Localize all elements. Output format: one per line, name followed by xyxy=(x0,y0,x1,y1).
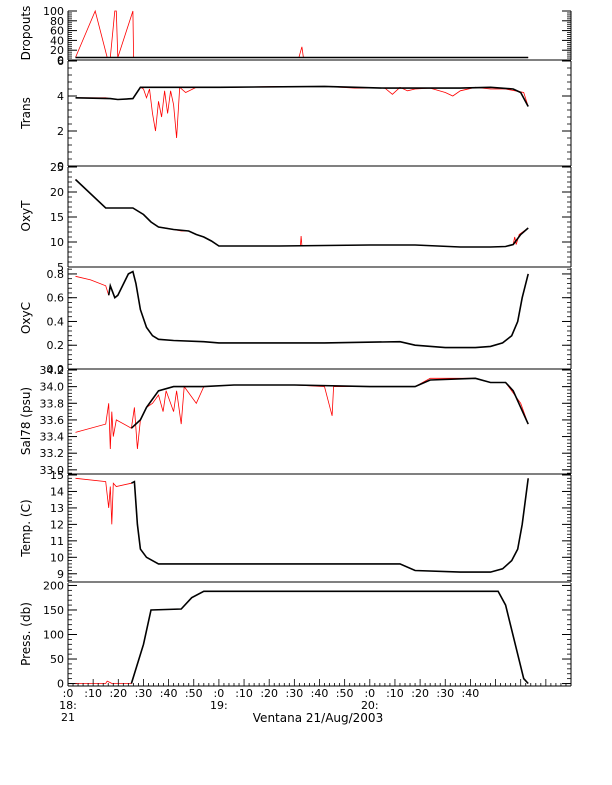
processed-series-line xyxy=(131,478,529,573)
processed-series-line xyxy=(74,178,529,248)
y-axis-title: Press. (db) xyxy=(19,602,33,666)
y-tick-label: 33.4 xyxy=(40,431,65,444)
y-axis-title: Sal78 (psu) xyxy=(19,387,33,455)
y-tick-label: 33.0 xyxy=(40,464,65,477)
x-tick-label: :50 xyxy=(185,687,203,700)
y-tick-label: 10 xyxy=(50,236,64,249)
chart-panel-3: 5 10 15 20 25 OxyT xyxy=(19,161,572,274)
x-tick-label: :40 xyxy=(160,687,178,700)
x-tick-label: :10 xyxy=(386,687,404,700)
y-axis-title: Dropouts xyxy=(19,6,33,61)
x-tick-sublabel: 19: xyxy=(210,699,228,712)
x-tick-sublabel: 21 xyxy=(61,711,75,724)
processed-series-line xyxy=(75,85,529,107)
x-tick-label: :30 xyxy=(436,687,454,700)
raw-series-line xyxy=(75,590,529,684)
raw-series-line xyxy=(75,179,529,248)
y-axis-title: Trans xyxy=(19,97,33,130)
y-tick-label: 0.8 xyxy=(47,268,65,281)
y-tick-label: 100 xyxy=(43,629,64,642)
y-tick-label: 0.4 xyxy=(47,315,65,328)
y-tick-label: 0.2 xyxy=(47,339,65,352)
x-tick-label: :10 xyxy=(235,687,253,700)
y-tick-label: 25 xyxy=(50,161,64,174)
x-tick-label: :30 xyxy=(286,687,304,700)
y-tick-label: 0 xyxy=(57,54,64,67)
x-tick-label: :30 xyxy=(135,687,153,700)
y-tick-label: 5 xyxy=(57,261,64,274)
chart-panel-7: 0 50 100 150 200 Press. (db) xyxy=(19,579,572,691)
chart-panel-5: 33.0 33.2 33.4 33.6 33.8 34.0 34.2 Sal78 (psu) xyxy=(19,364,572,477)
y-tick-label: 150 xyxy=(43,604,64,617)
x-tick-label: :40 xyxy=(311,687,329,700)
y-tick-label: 33.6 xyxy=(40,414,65,427)
x-tick-label: :0 xyxy=(63,687,74,700)
y-tick-label: 11 xyxy=(50,535,64,548)
raw-series-line xyxy=(75,477,529,573)
chart-panel-2: 0 2 4 6 Trans xyxy=(19,55,572,173)
y-tick-label: 33.2 xyxy=(40,447,65,460)
y-tick-label: 60 xyxy=(50,25,64,38)
x-tick-label: :20 xyxy=(109,687,127,700)
y-tick-label: 33.8 xyxy=(40,397,65,410)
y-tick-label: 40 xyxy=(50,34,64,47)
y-tick-label: 200 xyxy=(43,579,64,592)
y-tick-label: 0 xyxy=(57,160,64,173)
y-tick-label: 2 xyxy=(57,125,64,138)
y-tick-label: 34.2 xyxy=(40,364,65,377)
stacked-chart-panels: 020406080100Dropouts0246Trans510152025Ox… xyxy=(19,5,572,691)
x-tick-label: :20 xyxy=(411,687,429,700)
x-tick-label: :0 xyxy=(214,687,225,700)
y-tick-label: 80 xyxy=(50,15,64,28)
y-tick-label: 0.0 xyxy=(47,363,65,376)
processed-series-line xyxy=(130,590,529,685)
y-axis-title: Temp. (C) xyxy=(19,499,33,557)
x-tick-label: :0 xyxy=(364,687,375,700)
chart-panel-4: 0.0 0.2 0.4 0.6 0.8 OxyC xyxy=(19,268,572,376)
y-tick-label: 20 xyxy=(50,44,64,57)
y-tick-label: 14 xyxy=(50,485,64,498)
x-tick-sublabel: 20: xyxy=(361,699,379,712)
x-tick-label: :20 xyxy=(260,687,278,700)
y-tick-label: 100 xyxy=(43,5,64,18)
processed-series-line xyxy=(130,377,529,429)
y-tick-label: 34.0 xyxy=(40,381,65,394)
y-tick-label: 13 xyxy=(50,502,64,515)
shared-time-axis: :0 :10 :20 :30 :40 :50 :0 :10 :20 :30 :40 :50 :0 :10:… xyxy=(59,679,567,724)
raw-series-line xyxy=(75,9,529,58)
x-tick-label: :50 xyxy=(336,687,354,700)
x-tick-sublabel: 18: xyxy=(59,699,77,712)
chart-panel-6: 9 10 11 12 13 14 15 Temp. (C) xyxy=(19,469,572,583)
y-tick-label: 6 xyxy=(57,55,64,68)
y-tick-label: 12 xyxy=(50,518,64,531)
y-tick-label: 10 xyxy=(50,551,64,564)
raw-series-line xyxy=(75,86,529,139)
x-axis-title: Ventana 21/Aug/2003 xyxy=(253,711,383,725)
x-tick-label: :40 xyxy=(462,687,480,700)
y-tick-label: 0 xyxy=(57,678,64,691)
x-tick-label: :10 xyxy=(84,687,102,700)
y-tick-label: 20 xyxy=(50,186,64,199)
y-axis-title: OxyC xyxy=(19,302,33,334)
y-tick-label: 9 xyxy=(57,568,64,581)
y-tick-label: 15 xyxy=(50,211,64,224)
y-tick-label: 15 xyxy=(50,469,64,482)
y-tick-label: 0.6 xyxy=(47,292,65,305)
raw-series-line xyxy=(75,271,529,348)
y-tick-label: 4 xyxy=(57,90,64,103)
processed-series-line xyxy=(107,270,529,349)
y-axis-title: OxyT xyxy=(19,200,33,232)
y-tick-label: 50 xyxy=(50,653,64,666)
